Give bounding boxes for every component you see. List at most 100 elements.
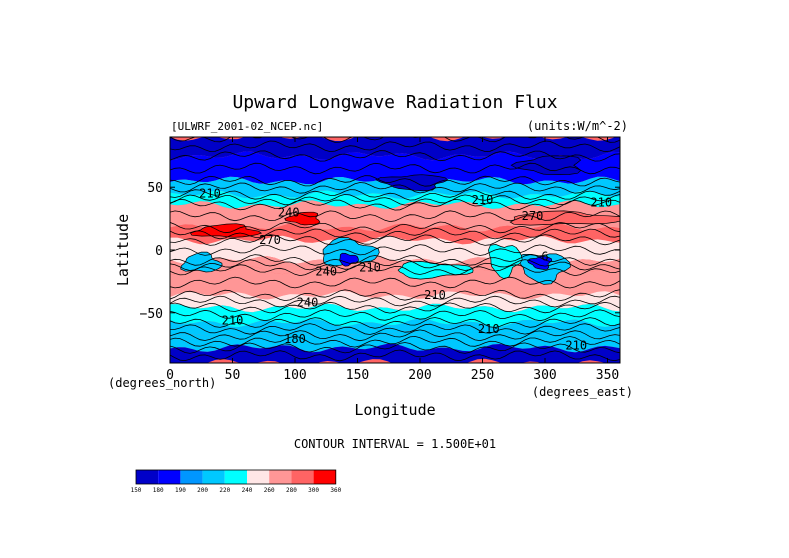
- contour-line: [170, 182, 620, 194]
- contour-line: [170, 198, 620, 211]
- contour-line: [170, 349, 620, 362]
- colorbar-swatch: [247, 470, 270, 484]
- x-tick-label: 100: [283, 368, 306, 383]
- region-blob: [510, 155, 582, 176]
- contour-label: 6: [541, 249, 548, 263]
- contour-label: 270: [259, 233, 281, 247]
- contour-line: [170, 210, 620, 223]
- contour-label: 180: [284, 332, 306, 346]
- colorbar-swatch: [269, 470, 292, 484]
- x-tick-label: 250: [471, 368, 494, 383]
- contour-label: 210: [565, 338, 587, 352]
- contour-label: 210: [222, 313, 244, 327]
- contour-label: 240: [315, 264, 337, 278]
- colorbar-label: 260: [264, 487, 275, 494]
- colorbar-label: 180: [153, 487, 164, 494]
- contour-label: 240: [297, 296, 319, 310]
- contour-lines: [170, 137, 620, 362]
- contour-label: 210: [359, 261, 381, 275]
- x-tick-label: 50: [225, 368, 241, 383]
- contour-label: 240: [278, 205, 300, 219]
- region-blob: [284, 211, 321, 226]
- contour-line: [170, 309, 620, 322]
- contour-label: 270: [522, 209, 544, 223]
- zonal-band: [170, 176, 620, 200]
- x-tick-label: 150: [346, 368, 369, 383]
- colorbar-swatch: [136, 470, 159, 484]
- contour-line: [170, 264, 620, 277]
- colorbar-label: 200: [197, 487, 208, 494]
- colorbar-swatch: [202, 470, 225, 484]
- contour-line: [170, 295, 620, 308]
- x-axis: 0 50 100 150 200 250 300 350: [166, 137, 619, 383]
- colorbar-swatch: [180, 470, 203, 484]
- contour-line: [170, 150, 620, 162]
- colorbar-swatch: [224, 470, 247, 484]
- colorbar-frame: [135, 469, 337, 485]
- colorbar-label: 300: [308, 487, 319, 494]
- contour-label: 210: [472, 193, 494, 207]
- zonal-band: [170, 137, 620, 161]
- region-blob: [509, 210, 620, 226]
- y-tick-label: 50: [147, 181, 163, 196]
- contour-line: [170, 227, 620, 240]
- contour-line: [170, 335, 620, 348]
- units-label: (units:W/m^-2): [527, 119, 628, 133]
- region-blob: [488, 244, 523, 280]
- contour-label: 210: [478, 322, 500, 336]
- region-blob: [180, 251, 223, 273]
- y-axis-label: Latitude: [114, 214, 132, 286]
- y-axis: 50 0 −50: [140, 181, 620, 322]
- colorbar-swatch: [313, 470, 336, 484]
- plot-area: 210 240 210 270 210 270 240 210 240 210 210 210 180 2…: [170, 137, 620, 363]
- zonal-band: [170, 223, 620, 245]
- region-blob: [339, 252, 359, 267]
- contour-line: [170, 193, 620, 206]
- contour-label: 210: [424, 288, 446, 302]
- contour-line: [170, 175, 620, 187]
- contour-label: 210: [199, 187, 221, 201]
- y-tick-label: −50: [140, 307, 163, 322]
- x-tick-label: 200: [408, 368, 431, 383]
- contour-line: [170, 221, 620, 234]
- source-label: [ULWRF_2001-02_NCEP.nc]: [171, 120, 323, 133]
- contour-line: [170, 254, 620, 266]
- colorbar-label: 280: [286, 487, 297, 494]
- colorbar-label: 220: [219, 487, 230, 494]
- x-tick-label: 350: [596, 368, 619, 383]
- x-axis-label: Longitude: [354, 401, 435, 419]
- y-unit-label: (degrees_north): [108, 376, 216, 390]
- contour-line: [170, 276, 620, 289]
- y-tick-label: 0: [155, 244, 163, 259]
- contour-line: [170, 244, 620, 256]
- contour-labels: 210 240 210 270 210 270 240 210 240 210 210 210 180 2…: [199, 187, 612, 353]
- contour-line: [170, 317, 620, 329]
- x-unit-label: (degrees_east): [532, 385, 633, 399]
- zonal-band: [170, 290, 620, 313]
- zonal-band: [170, 343, 620, 363]
- contour-line: [170, 162, 620, 175]
- zonal-band: [170, 303, 620, 328]
- contour-line: [170, 189, 620, 201]
- colorbar-label: 190: [175, 487, 186, 494]
- chart-title: Upward Longwave Radiation Flux: [232, 92, 557, 113]
- contour-line: [170, 259, 620, 271]
- colorbar-swatch: [158, 470, 181, 484]
- contour-line: [170, 323, 620, 335]
- contour-line: [170, 329, 620, 342]
- zonal-band: [170, 151, 620, 186]
- colorbar-label: 240: [242, 487, 253, 494]
- contour-line: [170, 301, 620, 314]
- x-tick-label: 300: [533, 368, 556, 383]
- contour-line: [170, 289, 620, 302]
- region-blob: [375, 174, 449, 192]
- contour-interval-text: CONTOUR INTERVAL = 1.500E+01: [294, 437, 496, 451]
- contour-line: [170, 234, 620, 246]
- colorbar-label: 150: [131, 487, 142, 494]
- colorbar-label: 360: [330, 487, 341, 494]
- colorbar: 150 180 190 200 220 240 260 280 300 360: [131, 469, 342, 494]
- contour-label: 210: [590, 195, 612, 209]
- x-tick-label: 0: [166, 368, 174, 383]
- colorbar-swatch: [291, 470, 314, 484]
